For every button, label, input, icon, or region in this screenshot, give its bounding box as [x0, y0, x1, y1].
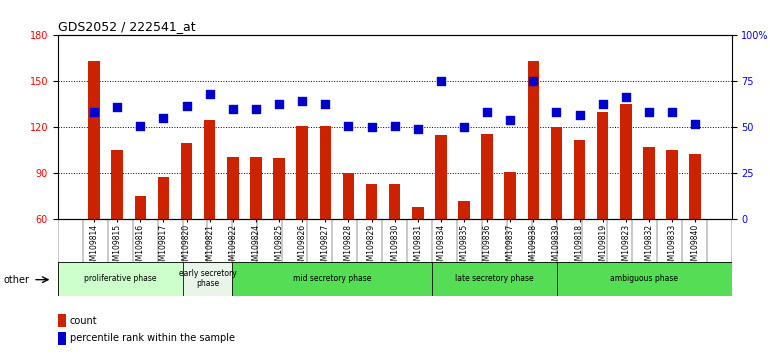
- Point: [319, 102, 331, 107]
- Bar: [551, 127, 562, 219]
- Point: [388, 123, 400, 129]
- Bar: [527, 62, 539, 219]
- Point: [273, 102, 285, 107]
- Bar: [296, 126, 308, 219]
- Point: [504, 117, 517, 122]
- Bar: [597, 112, 608, 219]
- Point: [226, 106, 239, 112]
- Bar: [182, 262, 233, 296]
- Text: ambiguous phase: ambiguous phase: [610, 274, 678, 283]
- Text: GDS2052 / 222541_at: GDS2052 / 222541_at: [58, 20, 196, 33]
- Bar: [557, 262, 732, 296]
- Bar: [158, 177, 169, 219]
- Bar: [58, 332, 66, 345]
- Point: [689, 121, 701, 127]
- Bar: [620, 104, 631, 219]
- Bar: [233, 262, 432, 296]
- Bar: [320, 126, 331, 219]
- Bar: [250, 156, 262, 219]
- Point: [249, 106, 262, 112]
- Text: other: other: [4, 275, 30, 285]
- Point: [597, 102, 609, 107]
- Bar: [458, 201, 470, 219]
- Point: [203, 91, 216, 97]
- Text: late secretory phase: late secretory phase: [455, 274, 534, 283]
- Point: [458, 125, 470, 130]
- Text: early secretory
phase: early secretory phase: [179, 269, 236, 289]
- Point: [88, 109, 100, 115]
- Bar: [574, 140, 585, 219]
- Point: [666, 109, 678, 115]
- Point: [620, 94, 632, 99]
- Bar: [273, 158, 285, 219]
- Text: count: count: [70, 316, 98, 326]
- Point: [527, 79, 540, 84]
- Point: [157, 115, 169, 121]
- Bar: [204, 120, 216, 219]
- Bar: [389, 184, 400, 219]
- Point: [435, 79, 447, 84]
- Text: mid secretory phase: mid secretory phase: [293, 274, 371, 283]
- Bar: [227, 156, 239, 219]
- Text: percentile rank within the sample: percentile rank within the sample: [70, 333, 235, 343]
- Point: [296, 98, 308, 104]
- Point: [111, 105, 123, 110]
- Point: [342, 123, 354, 129]
- Bar: [58, 314, 66, 327]
- Bar: [481, 133, 493, 219]
- Bar: [689, 154, 701, 219]
- Point: [551, 109, 563, 115]
- Bar: [666, 150, 678, 219]
- Text: proliferative phase: proliferative phase: [84, 274, 156, 283]
- Point: [365, 125, 377, 130]
- Bar: [366, 184, 377, 219]
- Bar: [112, 150, 123, 219]
- Bar: [504, 172, 516, 219]
- Point: [481, 109, 494, 115]
- Bar: [432, 262, 557, 296]
- Bar: [643, 147, 654, 219]
- Bar: [412, 207, 424, 219]
- Point: [412, 126, 424, 132]
- Bar: [89, 62, 100, 219]
- Point: [643, 109, 655, 115]
- Bar: [343, 173, 354, 219]
- Bar: [435, 135, 447, 219]
- Point: [574, 112, 586, 118]
- Bar: [58, 262, 182, 296]
- Bar: [135, 196, 146, 219]
- Point: [180, 103, 192, 109]
- Point: [134, 123, 146, 129]
- Bar: [181, 143, 192, 219]
